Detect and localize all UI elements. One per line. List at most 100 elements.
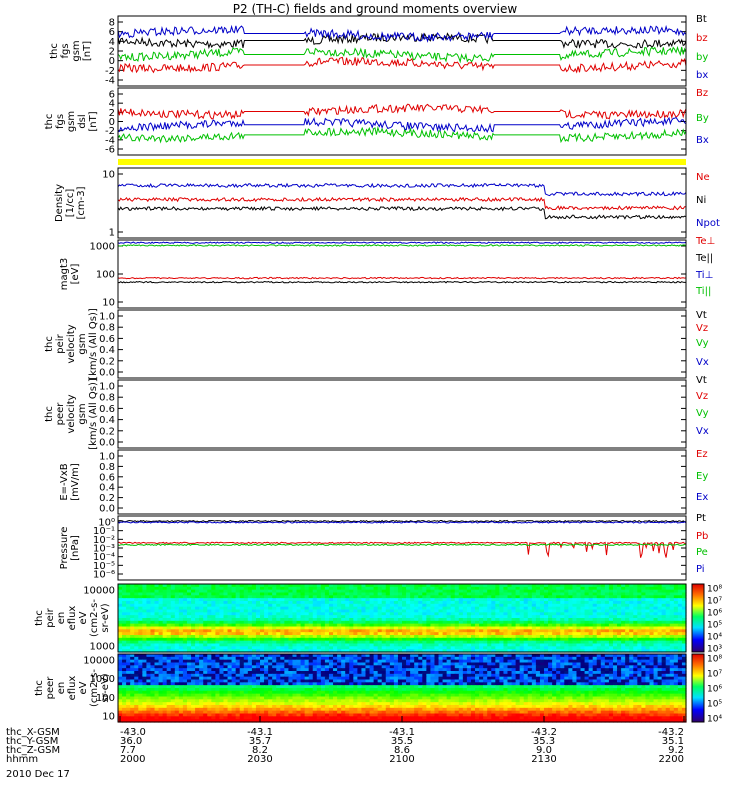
y-tick-label: 10⁻¹ [93,526,115,537]
spectrogram-cell [130,668,135,672]
spectrogram-cell [243,665,249,669]
spectrogram-cell [487,668,492,672]
spectrogram-cell [645,629,651,633]
spectrogram-cell [337,612,342,616]
spectrogram-cell [276,656,281,661]
spectrogram-cell [186,643,192,647]
spectrogram-cell [556,635,561,639]
spectrogram-cell [174,598,180,602]
spectrogram-cell [649,659,655,664]
spectrogram-cell [580,615,586,619]
spectrogram-cell [182,662,188,666]
spectrogram-cell [324,626,330,630]
spectrogram-cell [166,659,172,664]
spectrogram-cell [203,598,208,602]
spectrogram-cell [195,665,200,669]
spectrogram-cell [292,620,298,625]
spectrogram-cell [235,668,241,672]
spectrogram-cell [235,671,241,675]
spectrogram-cell [653,586,659,591]
spectrogram-cell [515,589,521,594]
spectrogram-cell [539,618,545,622]
spectrogram-cell [560,671,565,675]
spectrogram-cell [280,668,285,672]
spectrogram-cell [677,643,683,647]
spectrogram-cell [296,595,302,599]
spectrogram-cell [406,654,411,658]
spectrogram-cell [195,671,200,675]
spectrogram-cell [503,643,509,647]
spectrogram-cell [527,626,533,630]
spectrogram-cell [470,626,476,630]
spectrogram-cell [373,676,379,681]
spectrogram-cell [288,662,294,666]
spectrogram-cell [669,665,675,669]
spectrogram-cell [487,606,492,611]
spectrogram-cell [333,601,338,605]
spectrogram-cell [588,637,594,642]
spectrogram-cell [487,659,492,664]
spectrogram-cell [588,654,594,658]
spectrogram-cell [665,603,671,608]
spectrogram-cell [649,626,655,630]
legend-Bz: Bz [696,88,708,99]
spectrogram-cell [523,640,529,645]
spectrogram-cell [560,662,565,666]
spectrogram-cell [150,649,156,653]
spectrogram-cell [491,654,496,658]
spectrogram-cell [134,671,139,675]
spectrogram-cell [507,659,513,664]
spectrogram-cell [377,668,383,672]
spectrogram-cell [182,629,188,633]
spectrogram-cell [191,595,196,599]
spectrogram-cell [207,626,212,630]
spectrogram-cell [402,649,407,653]
spectrogram-cell [296,592,302,596]
spectrogram-cell [483,612,488,616]
spectrogram-cell [182,673,188,678]
spectrogram-cell [320,640,326,645]
spectrogram-cell [118,676,123,681]
spectrogram-cell [657,646,663,650]
spectrogram-cell [539,637,545,642]
spectrogram-cell [349,654,354,658]
spectrogram-cell [596,586,602,591]
spectrogram-cell [300,654,306,658]
spectrogram-cell [418,643,423,647]
spectrogram-cell [122,618,127,622]
spectrogram-cell [523,662,529,666]
spectrogram-cell [519,606,525,611]
spectrogram-cell [544,595,549,599]
spectrogram-cell [629,606,634,611]
spectrogram-cell [629,620,634,625]
spectrogram-cell [215,589,221,594]
colorbar-tick-label: 10⁵ [707,621,722,631]
spectrogram-cell [661,629,667,633]
spectrogram-cell [186,637,192,642]
spectrogram-cell [255,654,261,658]
spectrogram-cell [539,592,545,596]
spectrogram-cell [122,662,127,666]
spectrogram-cell [402,668,407,672]
spectrogram-cell [414,603,419,608]
spectrogram-cell [264,595,269,599]
spectrogram-cell [657,601,663,605]
spectrogram-cell [223,646,229,650]
spectrogram-cell [511,656,517,661]
spectrogram-cell [633,671,638,675]
spectrogram-cell [515,629,521,633]
spectrogram-cell [223,609,229,613]
spectrogram-cell [320,623,326,628]
spectrogram-cell [495,626,500,630]
spectrogram-cell [556,656,561,661]
spectrogram-cell [182,623,188,628]
spectrogram-cell [150,620,156,625]
spectrogram-cell [414,635,419,639]
spectrogram-cell [479,662,484,666]
spectrogram-cell [617,673,622,678]
spectrogram-cell [665,640,671,645]
spectrogram-cell [304,668,310,672]
spectrogram-cell [669,635,675,639]
spectrogram-cell [170,626,176,630]
spectrogram-cell [661,656,667,661]
